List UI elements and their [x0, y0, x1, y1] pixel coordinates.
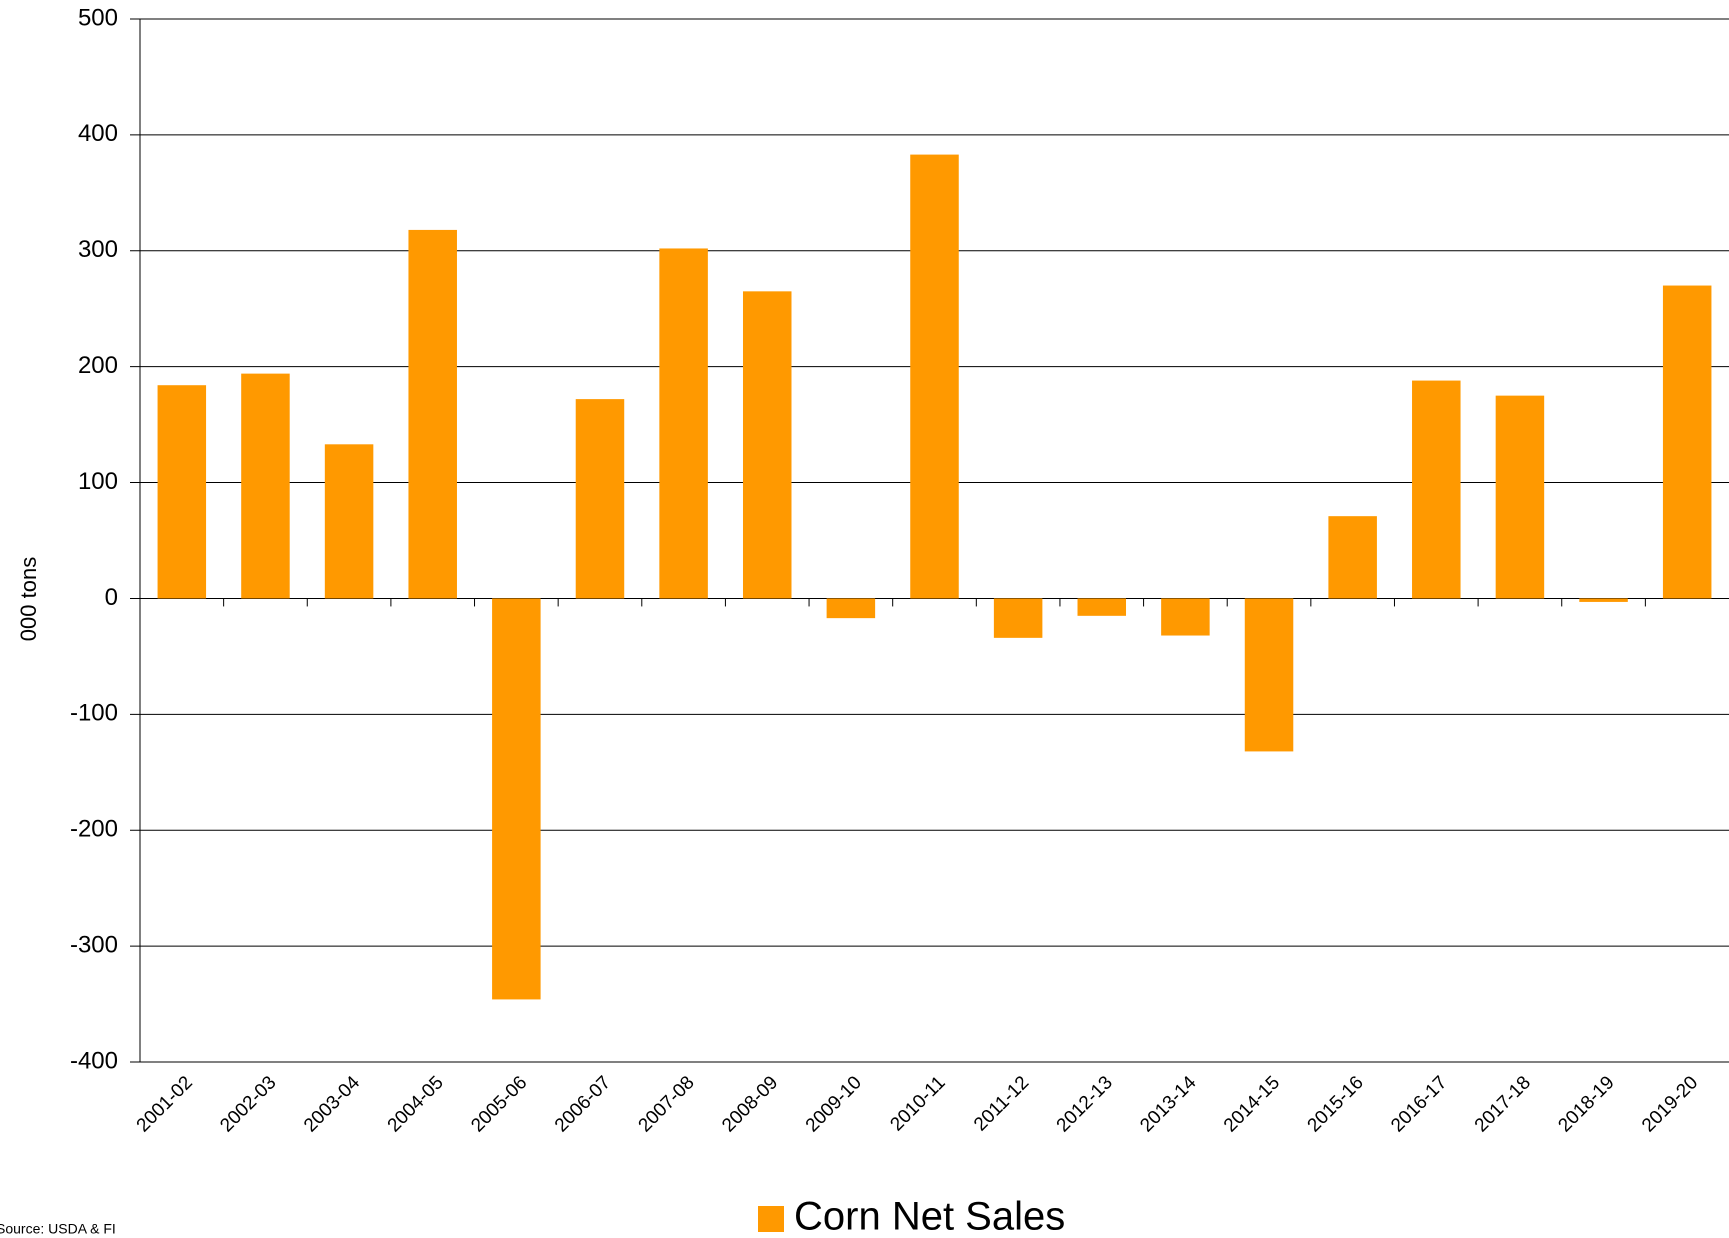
- x-tick-label: 2001-02: [133, 1072, 197, 1136]
- x-tick-label: 2010-11: [886, 1072, 949, 1135]
- x-tick-label: 2014-15: [1220, 1072, 1284, 1136]
- x-tick-label: 2016-17: [1387, 1072, 1451, 1136]
- bar: [1077, 598, 1127, 616]
- x-tick-label: 2009-10: [802, 1072, 866, 1136]
- legend-label: Corn Net Sales: [794, 1195, 1065, 1238]
- bar: [492, 598, 541, 1000]
- x-tick-label: 2019-20: [1638, 1072, 1702, 1136]
- bar: [1161, 598, 1210, 636]
- x-tick-label: 2017-18: [1471, 1072, 1535, 1136]
- legend-swatch: [758, 1206, 784, 1232]
- bar: [742, 291, 792, 599]
- x-tick-label: 2018-19: [1554, 1072, 1618, 1136]
- bar: [408, 229, 457, 599]
- bar: [826, 598, 876, 619]
- bar: [910, 154, 959, 599]
- x-tick-label: 2002-03: [216, 1072, 280, 1136]
- bar: [241, 373, 290, 599]
- x-tick-label: 2007-08: [635, 1072, 699, 1136]
- bar: [1495, 395, 1545, 599]
- bar: [575, 399, 625, 599]
- y-tick-label: -100: [70, 700, 118, 727]
- bar: [324, 444, 374, 599]
- bar: [1662, 285, 1712, 599]
- y-tick-label: -300: [70, 931, 118, 958]
- bar: [157, 385, 207, 599]
- x-tick-label: 2005-06: [467, 1072, 531, 1136]
- bar: [1328, 516, 1377, 599]
- y-tick-label: -200: [70, 816, 118, 843]
- x-tick-label: 2003-04: [300, 1072, 364, 1136]
- bar: [1244, 598, 1294, 752]
- source-note: Source: USDA & FI: [0, 1221, 116, 1237]
- x-tick-label: 2008-09: [718, 1072, 782, 1136]
- y-axis-label: 000 tons: [16, 557, 41, 641]
- y-tick-label: 400: [78, 120, 118, 147]
- bar: [1579, 598, 1628, 602]
- y-tick-label: 100: [78, 468, 118, 495]
- bar: [993, 598, 1043, 638]
- bar: [659, 248, 708, 599]
- x-tick-label: 2006-07: [551, 1072, 615, 1136]
- x-tick-label: 2011-12: [970, 1072, 1033, 1135]
- y-tick-label: -400: [70, 1047, 118, 1074]
- x-tick-label: 2013-14: [1136, 1072, 1200, 1136]
- y-tick-label: 0: [105, 584, 118, 611]
- x-tick-label: 2015-16: [1304, 1072, 1368, 1136]
- y-tick-label: 200: [78, 352, 118, 379]
- x-tick-label: 2012-13: [1053, 1072, 1117, 1136]
- bar: [1412, 380, 1461, 599]
- y-tick-label: 300: [78, 236, 118, 263]
- x-tick-label: 2004-05: [384, 1072, 448, 1136]
- y-tick-label: 500: [78, 4, 118, 31]
